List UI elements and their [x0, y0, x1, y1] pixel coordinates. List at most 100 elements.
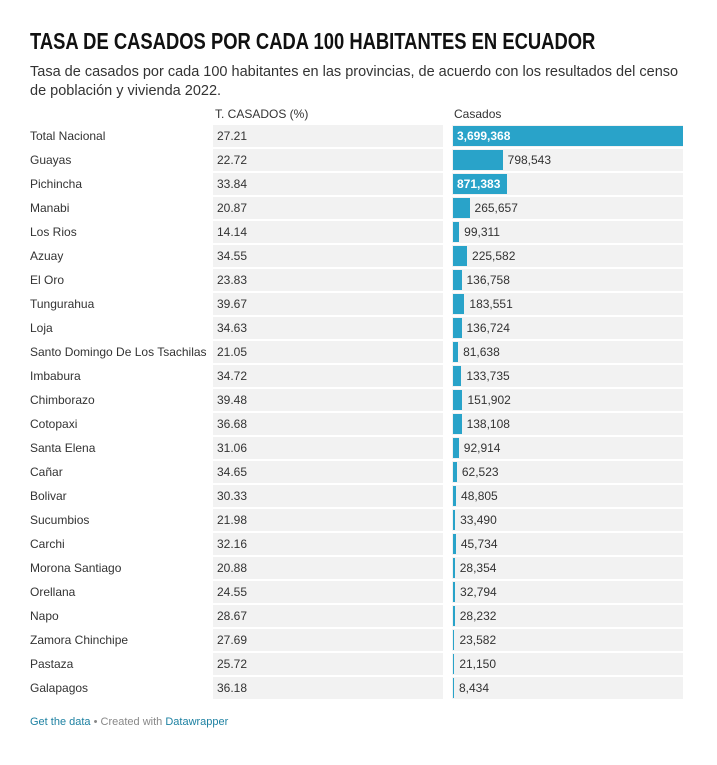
rate: 34.65 [217, 465, 248, 479]
rate: 34.72 [217, 369, 248, 383]
rate: 39.67 [217, 297, 248, 311]
cell-bg [452, 485, 683, 507]
cell-bg [213, 317, 443, 339]
title: TASA DE CASADOS POR CADA 100 HABITANTES … [30, 28, 596, 54]
bar-label: 798,543 [507, 153, 552, 167]
bar-label: 62,523 [461, 465, 499, 479]
cell-bg [452, 341, 683, 363]
rate: 39.48 [217, 393, 248, 407]
cell-bg [452, 365, 683, 387]
row-name: Galapagos [30, 681, 89, 695]
rate: 36.18 [217, 681, 248, 695]
row-name: Loja [30, 321, 53, 335]
bar [453, 366, 462, 386]
row-name: Los Rios [30, 225, 77, 239]
bar-label: 99,311 [464, 225, 500, 239]
rate: 21.98 [217, 513, 248, 527]
bar [453, 558, 455, 578]
bar [453, 294, 465, 314]
column-header: Casados [454, 107, 502, 121]
rate: 21.05 [217, 345, 248, 359]
cell-bg [213, 221, 443, 243]
cell-bg [452, 605, 683, 627]
bar-label: 225,582 [472, 249, 516, 263]
row-name: Cotopaxi [30, 417, 78, 431]
row-name: Imbabura [30, 369, 81, 383]
cell-bg [213, 533, 443, 555]
row-name: Pastaza [30, 657, 74, 671]
cell-bg [452, 173, 683, 195]
bar [453, 222, 460, 242]
bar [453, 654, 455, 674]
bar [453, 318, 462, 338]
bar [453, 246, 468, 266]
row-name: Guayas [30, 153, 72, 167]
rate: 33.84 [217, 177, 248, 191]
cell-bg [213, 461, 443, 483]
bar [453, 390, 463, 410]
cell-bg [452, 557, 683, 579]
cell-bg [213, 653, 443, 675]
cell-bg [213, 269, 443, 291]
row-name: Pichincha [30, 177, 83, 191]
cell-bg [213, 605, 443, 627]
row-name: El Oro [30, 273, 65, 287]
bar-label: 23,582 [459, 633, 497, 647]
rate: 24.55 [217, 585, 248, 599]
bar [453, 438, 459, 458]
cell-bg [452, 245, 683, 267]
bar-label: 28,354 [459, 561, 497, 575]
cell-bg [452, 269, 683, 291]
row-name: Santa Elena [30, 441, 96, 455]
row-name: Tungurahua [30, 297, 95, 311]
bar [453, 414, 462, 434]
cell-bg [213, 245, 443, 267]
column-header: T. CASADOS (%) [215, 107, 309, 121]
row-name: Sucumbios [30, 513, 90, 527]
rate: 22.72 [217, 153, 248, 167]
bar-label: 48,805 [461, 489, 498, 503]
cell-bg [452, 149, 683, 171]
bar-label: 33,490 [460, 513, 497, 527]
bar-label: 151,902 [467, 393, 511, 407]
brand-link[interactable]: Datawrapper [165, 716, 229, 728]
rate: 14.14 [217, 225, 248, 239]
row-name: Azuay [30, 249, 64, 263]
bar [453, 606, 455, 626]
cell-bg [452, 197, 683, 219]
rate: 28.67 [217, 609, 248, 623]
cell-bg [452, 413, 683, 435]
bar-label: 45,734 [460, 537, 498, 551]
row-name: Total Nacional [30, 129, 106, 143]
bar [453, 126, 683, 146]
cell-bg [452, 533, 683, 555]
cell-bg [452, 437, 683, 459]
bar-label: 871,383 [457, 177, 501, 191]
row-name: Manabi [30, 201, 70, 215]
data-link[interactable]: Get the data [30, 716, 91, 728]
bar [453, 342, 459, 362]
row-name: Napo [30, 609, 59, 623]
rate: 25.72 [217, 657, 248, 671]
bar [453, 582, 456, 602]
bar-label: 183,551 [469, 297, 513, 311]
bar-label: 92,914 [463, 441, 501, 455]
bar [453, 486, 457, 506]
cell-bg [452, 653, 683, 675]
cell-bg [213, 677, 443, 699]
cell-bg [213, 149, 443, 171]
bar-label: 3,699,368 [457, 129, 511, 143]
cell-bg [213, 509, 443, 531]
rate: 34.55 [217, 249, 248, 263]
bar [453, 534, 456, 554]
bar [453, 510, 456, 530]
rate: 27.21 [217, 129, 248, 143]
row-name: Santo Domingo De Los Tsachilas [30, 345, 207, 359]
cell-bg [213, 485, 443, 507]
rate: 32.16 [217, 537, 248, 551]
bar-label: 265,657 [474, 201, 518, 215]
cell-bg [213, 341, 443, 363]
bar [453, 174, 508, 194]
row-name: Carchi [30, 537, 65, 551]
